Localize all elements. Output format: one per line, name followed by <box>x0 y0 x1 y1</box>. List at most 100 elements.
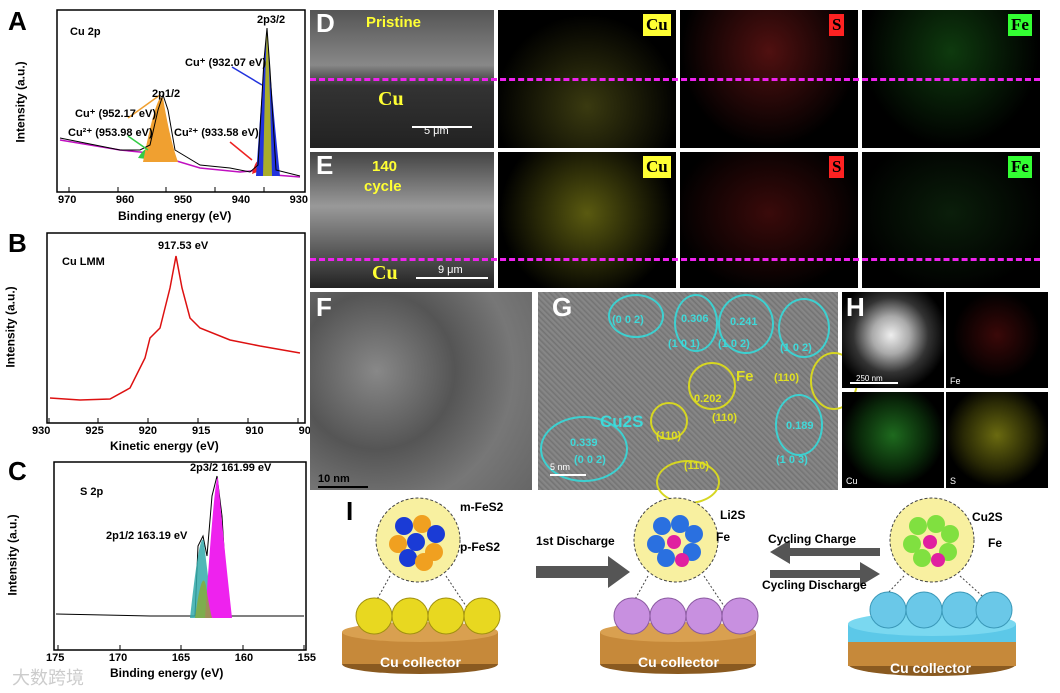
xtick-b-3: 915 <box>191 425 211 437</box>
i-label-fe1: Fe <box>716 530 731 544</box>
chart-c-xticks <box>57 645 305 650</box>
g-yellow-circle-2 <box>650 402 688 440</box>
g-cyan-circle-2 <box>674 294 718 352</box>
chart-a-xlabel: Binding energy (eV) <box>118 209 232 223</box>
arrow-cycling-charge <box>770 540 880 564</box>
d-tag-cu: Cu <box>643 14 671 36</box>
g-cyan-circle-4 <box>778 298 830 358</box>
chart-c-xlabel: Binding energy (eV) <box>110 666 224 680</box>
h-label-fe: Fe <box>950 376 961 386</box>
chart-a-cu2-953: Cu²⁺ (953.98 eV) <box>68 127 153 139</box>
panel-letter-a: A <box>8 6 27 36</box>
chart-c-ylabel: Intensity (a.u.) <box>5 514 20 596</box>
g-label-cu2s: Cu2S <box>600 412 644 431</box>
chart-a-cu-plus-932: Cu⁺ (932.07 eV) <box>185 57 267 69</box>
i-collector-2: Cu collector <box>638 654 719 670</box>
xtick-c-4: 155 <box>297 652 316 664</box>
chart-b-peak-label: 917.53 eV <box>158 240 209 252</box>
stage1-cluster <box>389 515 445 571</box>
chart-a-peak-yellow <box>263 28 272 176</box>
f-scale-text: 10 nm <box>318 473 350 485</box>
g-label-2: 0.306 <box>681 313 709 325</box>
xtick-c-2: 165 <box>171 652 191 664</box>
chart-c <box>53 461 307 651</box>
eds-map-h-s <box>946 392 1048 488</box>
g-cyan-circle-6 <box>540 416 628 482</box>
chart-b-label: Cu LMM <box>62 256 105 268</box>
panel-letter-b: B <box>8 228 27 258</box>
i-label-li2s: Li2S <box>720 508 746 522</box>
e-tag-cu: Cu <box>643 156 671 178</box>
chart-b-xtick-labels: 930 925 920 915 910 905 <box>32 425 317 437</box>
xtick-a-3: 940 <box>231 194 251 206</box>
chart-a-xticks <box>68 187 265 192</box>
eds-map-h-fe <box>946 292 1048 388</box>
e-tag-fe: Fe <box>1008 156 1032 178</box>
sem-image-140-cycle <box>310 152 494 288</box>
d-title: Pristine <box>366 14 422 31</box>
g-scale-bar <box>550 474 586 476</box>
chart-a-cu2-933: Cu²⁺ (933.58 eV) <box>174 127 259 139</box>
tem-image-f <box>310 292 532 490</box>
arrow-a-cu-plus-952 <box>127 94 161 119</box>
chart-c-p32: 2p3/2 161.99 eV <box>190 462 272 474</box>
g-label-11: 0.339 <box>570 437 598 449</box>
chart-c-peak-olive <box>195 580 212 618</box>
h-scale-text: 250 nm <box>856 374 883 383</box>
chart-a-peak-orange <box>143 97 178 162</box>
panel-letter-i: I <box>346 496 354 526</box>
xtick-c-3: 160 <box>234 652 254 664</box>
panel-letter-e: E <box>316 150 334 180</box>
g-label-9: (110) <box>712 412 738 424</box>
chart-a-xtick-labels: 970 960 950 940 930 <box>58 194 308 206</box>
arrow-a-cu-plus-932 <box>231 66 263 86</box>
chart-a-cu-plus-952: Cu⁺ (952.17 eV) <box>75 108 157 120</box>
chart-b <box>46 232 306 424</box>
panel-letter-h: H <box>846 292 865 322</box>
i-label-pfes2: p-FeS2 <box>460 540 501 554</box>
chart-a <box>56 9 306 193</box>
xtick-b-2: 920 <box>138 425 158 437</box>
chart-c-xtick-labels: 175 170 165 160 155 <box>46 652 316 664</box>
watermark: 大数跨境 <box>12 668 84 689</box>
chart-a-ylabel: Intensity (a.u.) <box>13 61 28 143</box>
g-label-10: (110) <box>656 430 682 442</box>
g-yellow-circle-1 <box>688 362 736 410</box>
xtick-b-4: 910 <box>245 425 264 437</box>
d-tag-fe: Fe <box>1008 14 1032 36</box>
g-cyan-circle-1 <box>608 294 664 338</box>
arrow-cycling-discharge <box>770 562 880 586</box>
arrow-a-cu2-953 <box>127 135 149 151</box>
stage3-particles <box>869 591 1013 629</box>
g-label-1: (0 0 2) <box>612 314 644 326</box>
chart-b-ylabel: Intensity (a.u.) <box>3 286 18 368</box>
d-tag-s: S <box>829 14 845 36</box>
g-label-7: (110) <box>774 372 800 384</box>
panel-letter-d: D <box>316 8 335 38</box>
i-label-fe2: Fe <box>988 536 1003 550</box>
g-label-fe: Fe <box>736 368 754 385</box>
h-scale-bar <box>850 382 898 384</box>
stage1-particles <box>355 597 501 635</box>
g-label-12: (0 0 2) <box>574 454 606 466</box>
g-label-8: 0.202 <box>694 393 722 405</box>
g-label-15: (110) <box>684 460 710 472</box>
chart-a-p32: 2p3/2 <box>257 14 286 26</box>
chart-a-label: Cu 2p <box>70 26 101 38</box>
chart-b-frame <box>46 232 306 424</box>
panel-letter-f: F <box>316 292 332 322</box>
i-label-cu2s: Cu2S <box>972 510 1003 524</box>
stage2-cluster <box>647 515 703 567</box>
chart-c-frame <box>53 461 307 651</box>
d-scale-bar <box>412 126 472 128</box>
i-label-cycling-discharge: Cycling Discharge <box>762 578 867 592</box>
g-label-3: (1 0 1) <box>668 338 700 350</box>
g-cyan-circle-3 <box>718 294 774 354</box>
xtick-a-1: 960 <box>115 194 135 206</box>
e-scale-text: 9 μm <box>438 264 463 276</box>
eds-map-h-cu <box>842 392 944 488</box>
e-title-1: 140 <box>372 158 398 175</box>
xtick-a-4: 930 <box>289 194 308 206</box>
chart-b-line <box>49 255 301 401</box>
chart-c-peak-magenta <box>205 477 232 618</box>
